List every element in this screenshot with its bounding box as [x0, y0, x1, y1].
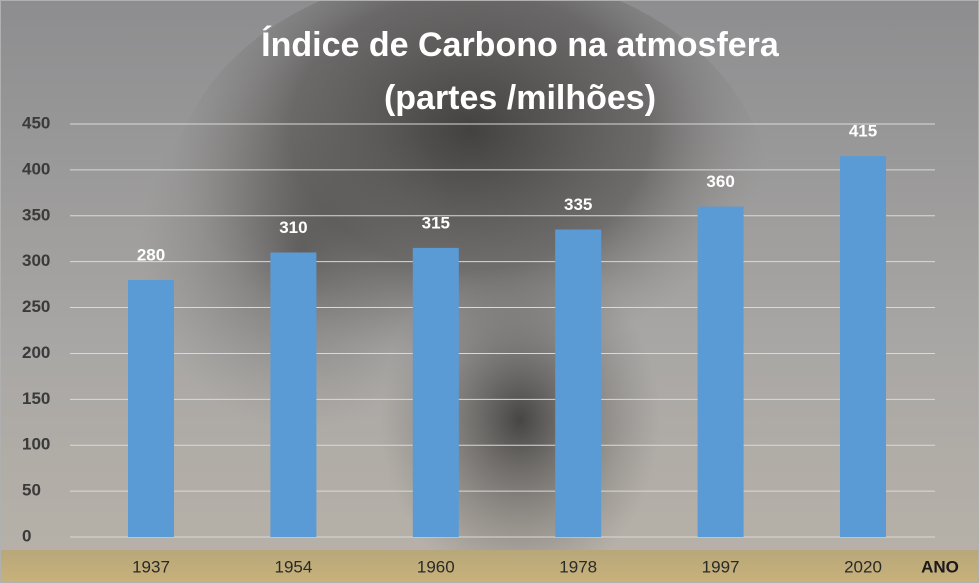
value-label: 335 [564, 195, 592, 214]
chart: Índice de Carbono na atmosfera (partes /… [0, 0, 979, 583]
y-tick-label: 450 [22, 113, 50, 132]
value-label: 415 [849, 122, 877, 141]
bar [840, 156, 886, 537]
y-tick-label: 150 [22, 389, 50, 408]
y-tick-label: 300 [22, 251, 50, 270]
x-tick-label: 1960 [417, 557, 455, 576]
bar [413, 248, 459, 537]
value-label: 315 [422, 213, 450, 232]
y-tick-label: 50 [22, 481, 41, 500]
y-tick-label: 0 [22, 526, 31, 545]
bar [698, 207, 744, 537]
x-tick-label: 1954 [274, 557, 312, 576]
value-label: 280 [137, 246, 165, 265]
y-tick-label: 100 [22, 435, 50, 454]
chart-title: Índice de Carbono na atmosfera [261, 26, 780, 64]
x-tick-label: 1997 [702, 557, 740, 576]
value-label: 360 [706, 172, 734, 191]
bar [270, 252, 316, 537]
y-tick-label: 400 [22, 159, 50, 178]
y-tick-label: 350 [22, 205, 50, 224]
x-tick-label: 1937 [132, 557, 170, 576]
bar [555, 230, 601, 537]
x-axis-label: ANO [921, 557, 959, 576]
bar [128, 280, 174, 537]
value-label: 310 [279, 218, 307, 237]
x-tick-label: 2020 [844, 557, 882, 576]
y-tick-label: 200 [22, 343, 50, 362]
x-tick-label: 1978 [559, 557, 597, 576]
chart-subtitle: (partes /milhões) [384, 79, 656, 117]
y-tick-label: 250 [22, 297, 50, 316]
